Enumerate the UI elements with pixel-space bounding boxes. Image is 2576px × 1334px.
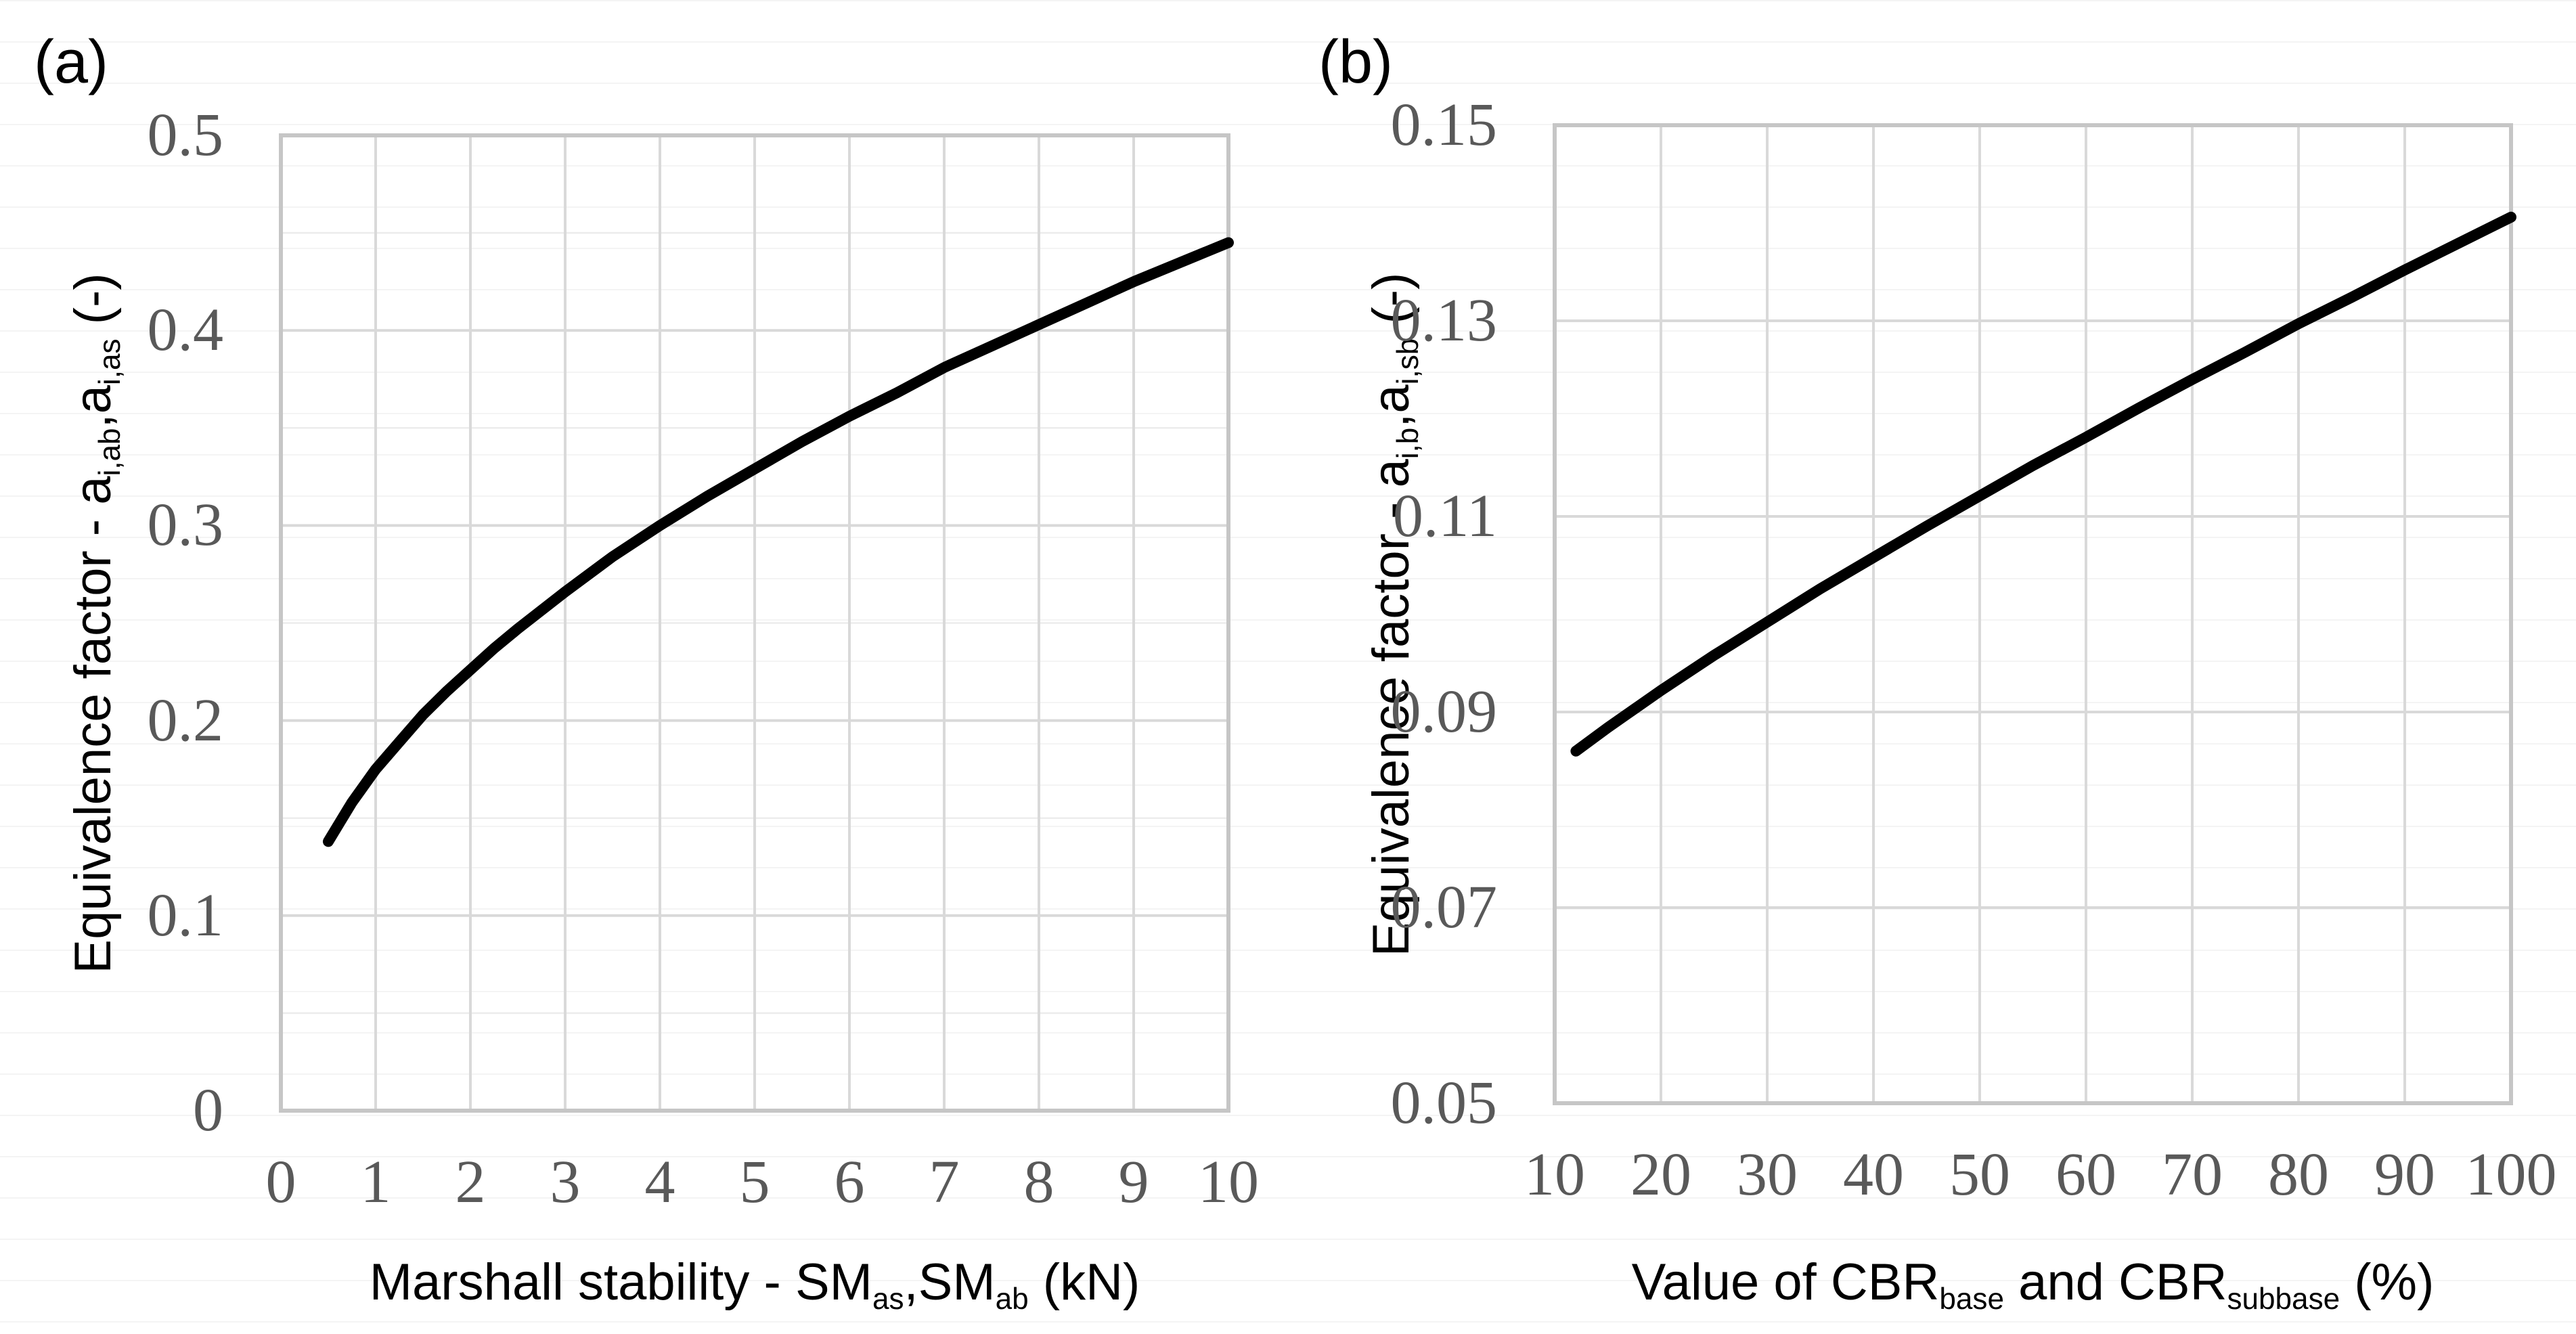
- y-tick-label: 0.13: [1390, 287, 1498, 354]
- x-tick-label: 80: [2268, 1141, 2329, 1208]
- x-tick-label: 7: [929, 1149, 960, 1216]
- x-tick-label: 40: [1843, 1141, 1904, 1208]
- x-tick-label: 0: [265, 1149, 296, 1216]
- x-tick-label: 5: [739, 1149, 770, 1216]
- y-axis-title-b: Equivalence factor - ai,b,ai,sb (-): [1362, 272, 1425, 956]
- y-tick-label: 0: [193, 1077, 223, 1144]
- y-tick-label: 0.2: [147, 687, 224, 754]
- x-tick-label: 30: [1737, 1141, 1798, 1208]
- equivalence-factor-vs-cbr-curve: [1570, 211, 2516, 757]
- equivalence-factor-vs-marshall-stability-curve: [323, 237, 1234, 847]
- x-tick-label: 8: [1023, 1149, 1054, 1216]
- x-tick-label: 90: [2374, 1141, 2435, 1208]
- y-tick-label: 0.07: [1390, 874, 1498, 941]
- y-tick-label: 0.5: [147, 102, 224, 169]
- x-tick-label: 1: [360, 1149, 391, 1216]
- x-tick-label: 10: [1524, 1141, 1585, 1208]
- y-tick-label: 0.3: [147, 491, 224, 558]
- gridlines-minor-chart-1: [1555, 319, 2511, 909]
- y-tick-label: 0.4: [147, 296, 224, 363]
- x-tick-label: 2: [455, 1149, 486, 1216]
- y-tick-label: 0.11: [1392, 483, 1497, 550]
- x-tick-label: 70: [2162, 1141, 2223, 1208]
- panel-label-a: (a): [34, 28, 108, 96]
- x-tick-label: 6: [834, 1149, 865, 1216]
- x-axis-title-a: Marshall stability - SMas,SMab (kN): [369, 1253, 1140, 1316]
- x-tick-label: 100: [2465, 1141, 2557, 1208]
- y-tick-label: 0.1: [147, 882, 224, 949]
- y-tick-label: 0.09: [1390, 678, 1498, 745]
- x-tick-label: 60: [2056, 1141, 2116, 1208]
- x-tick-label: 9: [1118, 1149, 1149, 1216]
- x-tick-label: 3: [550, 1149, 581, 1216]
- gridlines-major-chart-1: [1553, 124, 2512, 1105]
- y-axis-title-a: Equivalence factor - ai,ab,ai,as (-): [64, 272, 127, 974]
- x-tick-label: 10: [1198, 1149, 1259, 1216]
- plot-border-chart-1: [1553, 123, 2513, 1105]
- plot-border-chart-0: [279, 133, 1230, 1113]
- x-tick-label: 20: [1630, 1141, 1691, 1208]
- panel-label-b: (b): [1318, 28, 1393, 96]
- x-axis-title-b: Value of CBRbase and CBRsubbase (%): [1631, 1253, 2435, 1316]
- y-tick-label: 0.15: [1390, 91, 1498, 158]
- x-tick-label: 4: [644, 1149, 675, 1216]
- x-tick-label: 50: [1949, 1141, 2010, 1208]
- y-tick-label: 0.05: [1390, 1069, 1498, 1136]
